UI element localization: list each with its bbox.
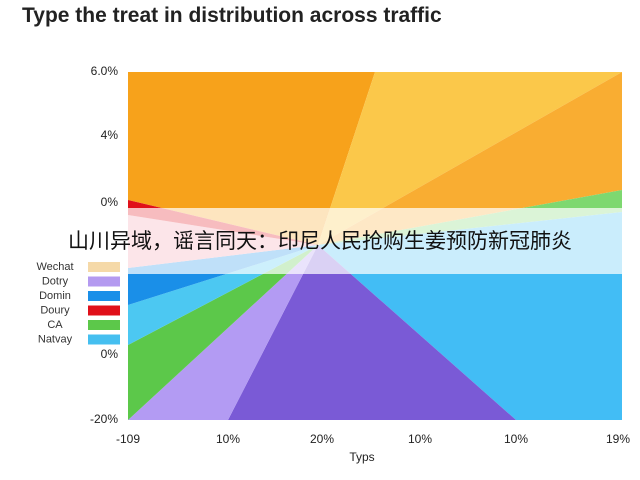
legend-label: Natvay xyxy=(38,333,73,345)
legend-swatch xyxy=(88,305,120,316)
fan xyxy=(318,72,622,245)
y-tick-label: -20% xyxy=(90,412,118,426)
y-tick-label: 4% xyxy=(101,128,119,142)
legend-swatch xyxy=(88,320,120,330)
x-tick-label: 19% xyxy=(606,432,630,446)
legend-swatch xyxy=(88,334,120,345)
legend-swatch xyxy=(88,276,120,287)
legend-label: Domin xyxy=(39,290,71,302)
legend-swatch xyxy=(88,262,120,272)
caption-text: 山川异域，谣言同天：印尼人民抢购生姜预防新冠肺炎 xyxy=(68,229,572,253)
legend-label: Wechat xyxy=(36,261,73,273)
fan xyxy=(228,245,516,420)
fan xyxy=(128,72,375,245)
y-tick-label: 0% xyxy=(101,347,119,361)
chart-title: Type the treat in distribution across tr… xyxy=(22,4,442,27)
axes: 6.0% 4% 0% 0% -20% -109 10% 20% 10% 10% 19% xyxy=(90,64,630,446)
x-axis-title: Typs xyxy=(349,450,374,464)
x-tick-label: 10% xyxy=(216,432,240,446)
legend-swatch xyxy=(88,291,120,301)
x-tick-label: 20% xyxy=(310,432,334,446)
legend-label: Dotry xyxy=(42,275,69,287)
x-tick-label: 10% xyxy=(408,432,432,446)
x-tick-label: -109 xyxy=(116,432,140,446)
y-tick-label: 0% xyxy=(101,195,119,209)
legend-label: Doury xyxy=(40,304,70,316)
legend-label: CA xyxy=(47,319,63,331)
y-tick-label: 6.0% xyxy=(91,64,119,78)
x-tick-label: 10% xyxy=(504,432,528,446)
fan xyxy=(128,245,318,420)
